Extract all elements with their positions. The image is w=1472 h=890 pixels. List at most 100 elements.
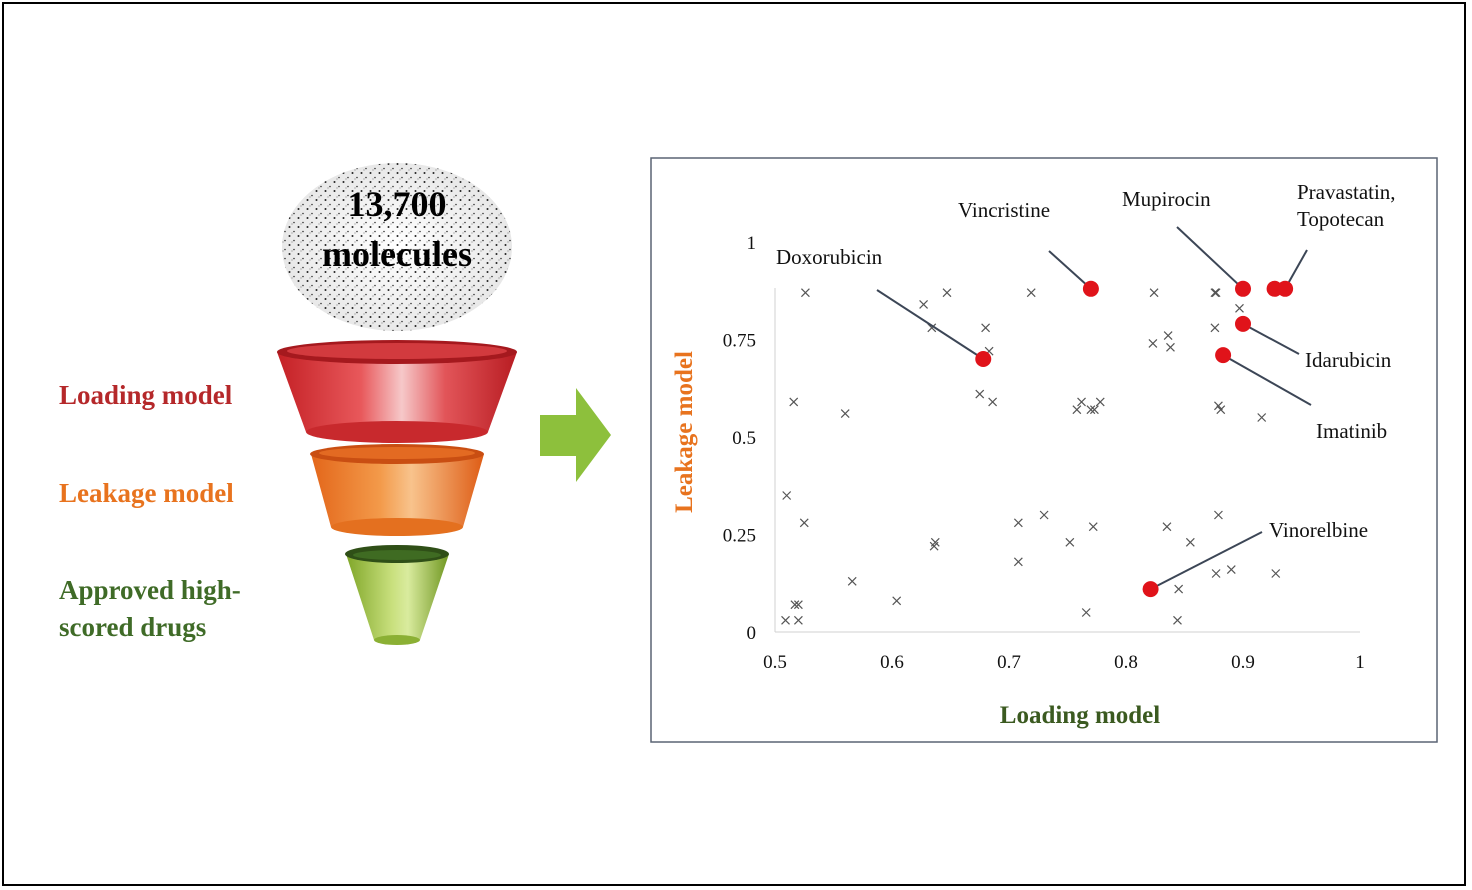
scatter-point [1163,331,1173,341]
scatter-point [1211,288,1221,298]
highlighted-drug-points [975,280,1294,598]
scatter-point [1166,342,1175,352]
molecule-count: 13,700 [348,184,447,224]
scatter-point [800,288,810,298]
highlight-point [1082,280,1099,297]
scatter-point [1210,288,1220,298]
y-tick-label: 0.5 [732,428,756,449]
scatter-point [892,596,902,606]
x-tick-label: 0.9 [1231,652,1255,673]
scatter-point [975,389,985,399]
drug-label: Pravastatin, [1297,180,1396,204]
scatter-point [1162,522,1172,532]
highlight-point [975,351,992,367]
scatter-point [1210,323,1220,333]
scatter-point [1174,584,1184,594]
scatter-point [1271,569,1281,578]
drug-label: Vinorelbine [1269,518,1368,542]
scatter-point [1072,405,1082,415]
scatter-point [930,537,940,547]
label-loading-model: Loading model [59,380,233,410]
leader-line [876,289,984,360]
scatter-point [1216,405,1226,415]
scatter-point [793,615,803,625]
scatter-point [1095,397,1105,407]
scatter-point [1185,537,1195,547]
scatter-point [1257,413,1267,422]
scatter-point [1081,608,1091,617]
leader-line [1176,226,1244,290]
x-tick-label: 0.6 [880,652,904,673]
scatter-point [1148,338,1158,348]
annotation-leader-lines [876,226,1312,590]
highlight-point [1235,315,1251,332]
scatter-point [1089,405,1099,415]
funnel-stage-loading [277,340,517,443]
highlight-point [1215,347,1232,364]
scatter-point [1211,569,1221,578]
scatter-point [1086,405,1096,415]
drug-label: Imatinib [1316,419,1387,443]
scatter-point [988,397,998,407]
scatter-point [789,397,799,407]
leader-line [1222,354,1312,406]
drug-label: Vincristine [958,198,1050,222]
scatter-point [919,299,929,309]
y-tick-label: 0 [747,623,757,644]
drug-label: Doxorubicin [776,245,883,269]
label-approved-drugs: Approved high- scored drugs [59,572,299,646]
scatter-point [942,288,952,298]
y-tick-label: 0.25 [723,526,756,547]
scatter-point [1226,565,1236,575]
x-tick-label: 0.5 [763,652,787,673]
highlight-point [1235,280,1251,297]
scatter-point [799,518,809,528]
scatter-point [1235,303,1244,313]
x-axis-title: Loading model [1000,702,1161,729]
x-tick-label: 1 [1355,652,1365,673]
scatter-point [1088,522,1098,532]
scatter-point [927,323,937,333]
drug-label: Topotecan [1297,207,1385,231]
x-tick-label: 0.8 [1114,652,1138,673]
scatter-point [840,409,850,419]
leader-line [1150,531,1263,590]
scatter-point [847,576,857,586]
label-leakage-model: Leakage model [59,478,234,508]
y-tick-label: 0.75 [723,331,756,352]
funnel-stage-leakage [310,444,484,536]
drug-annotations: Doxorubicin Vincristine Mupirocin Pravastat… [776,180,1396,542]
highlight-point [1277,280,1294,297]
scatter-point [793,600,803,610]
scatter-point [981,323,991,333]
scatter-point [1214,510,1223,520]
label-approved-line2: scored drugs [59,612,207,642]
scatter-point [790,600,800,610]
y-axis-title: Leakage model [671,351,698,513]
x-tick-labels: 0.5 0.6 0.7 0.8 0.9 1 [763,652,1365,673]
molecule-cloud [282,163,512,331]
leader-line [1242,323,1300,355]
scatter-point [1173,615,1182,625]
scatter-point [781,615,790,625]
funnel-stage-approved [345,545,449,645]
drug-label: Idarubicin [1305,348,1392,372]
molecule-unit: molecules [322,234,472,274]
right-arrow-icon [540,388,611,482]
scatter-point [1149,288,1159,298]
scatter-point [1065,537,1075,547]
scatter-point [782,491,792,500]
highlight-point [1142,581,1159,598]
label-approved-line1: Approved high- [59,575,241,605]
scatter-point [1077,397,1086,407]
chart-border [650,157,1438,743]
scatter-point [1039,510,1049,520]
scatter-x-markers [781,288,1281,625]
leader-line [1048,250,1092,290]
scatter-point [1013,557,1023,567]
y-tick-label: 1 [747,233,757,254]
drug-label: Mupirocin [1122,187,1211,211]
